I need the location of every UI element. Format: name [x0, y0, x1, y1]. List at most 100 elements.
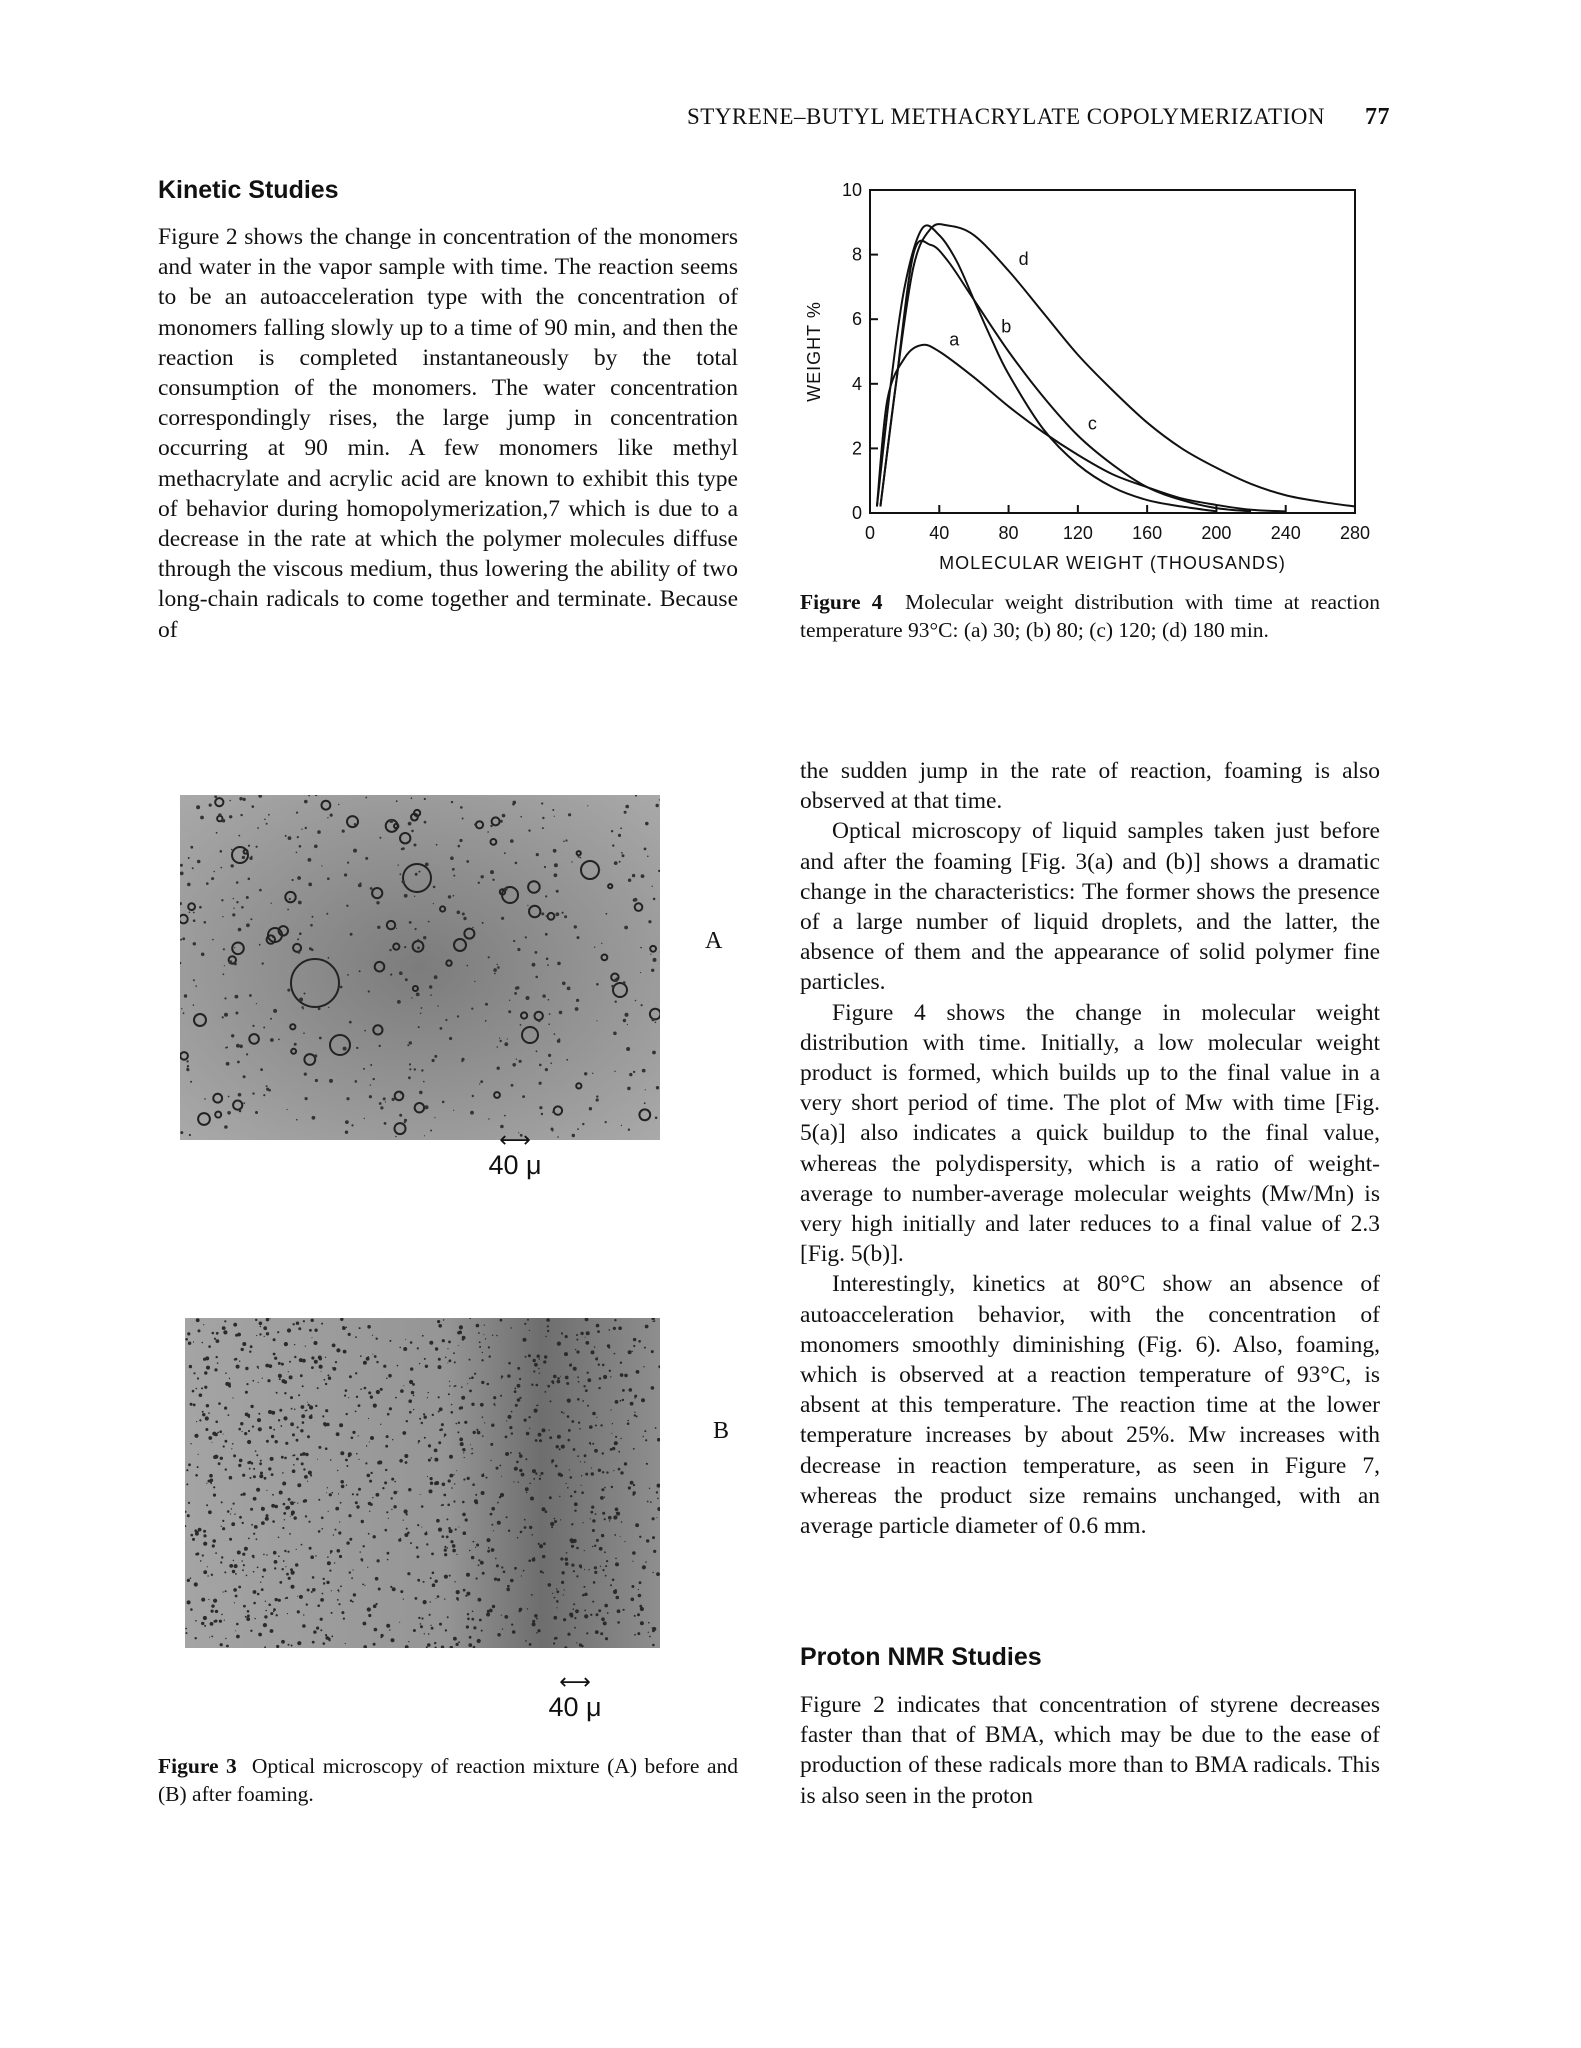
particle [326, 1561, 331, 1566]
particle [623, 1462, 628, 1466]
particle [386, 1551, 390, 1555]
series-label-a: a [949, 330, 960, 350]
particle [547, 998, 550, 1001]
particle [565, 1552, 568, 1554]
particle [296, 1610, 300, 1614]
particle [644, 1324, 649, 1329]
particle [582, 1522, 584, 1524]
particle [499, 1492, 505, 1498]
particle [469, 1444, 471, 1446]
particle [448, 1359, 452, 1363]
particle [461, 1395, 466, 1400]
particle [569, 1476, 573, 1479]
particle [556, 1588, 558, 1590]
scale-bar-a: ⟷ 40 μ [470, 1129, 560, 1181]
particle [282, 1472, 284, 1474]
particle [409, 1379, 414, 1385]
particle [310, 1318, 314, 1322]
particle [363, 1067, 365, 1070]
particle [373, 1355, 377, 1358]
particle [475, 1577, 478, 1580]
particle [283, 1342, 288, 1347]
particle [556, 1039, 561, 1043]
particle [409, 1410, 412, 1414]
particle [622, 1389, 625, 1392]
particle [332, 1534, 335, 1536]
particle [613, 861, 618, 865]
particle [424, 1532, 428, 1536]
particle [187, 1501, 191, 1504]
particle [354, 1501, 358, 1505]
particle [221, 899, 224, 902]
particle [228, 960, 233, 965]
particle [428, 1613, 431, 1616]
particle [430, 1457, 433, 1459]
particle [202, 1615, 207, 1621]
particle [643, 847, 647, 851]
particle [587, 1378, 592, 1383]
particle [236, 1043, 240, 1048]
particle [553, 1517, 556, 1520]
particle [437, 1005, 439, 1007]
particle [270, 1038, 274, 1042]
particle [590, 1350, 595, 1355]
particle [489, 1512, 493, 1516]
particle [652, 1571, 654, 1574]
running-head: STYRENE–BUTYL METHACRYLATE COPOLYMERIZAT… [650, 104, 1390, 140]
particle [194, 1637, 197, 1640]
particle [617, 1467, 621, 1471]
particle [191, 867, 194, 870]
particle [533, 1370, 536, 1373]
particle [390, 1497, 393, 1500]
particle [635, 1415, 638, 1418]
droplet [575, 1082, 583, 1090]
particle [455, 1642, 459, 1646]
particle [417, 938, 420, 941]
particle [301, 1006, 304, 1009]
particle [602, 1511, 606, 1515]
particle [290, 1422, 294, 1427]
x-axis-label: MOLECULAR WEIGHT (THOUSANDS) [939, 553, 1286, 573]
particle [564, 1335, 568, 1339]
particle [246, 1610, 250, 1613]
particle [317, 1604, 320, 1607]
particle [517, 1481, 519, 1483]
particle [362, 1583, 364, 1586]
particle [561, 911, 564, 914]
particle [358, 1458, 360, 1460]
particle [635, 1370, 640, 1374]
particle [195, 1552, 198, 1556]
particle [342, 1617, 345, 1620]
particle [289, 1515, 291, 1517]
particle [201, 1387, 203, 1390]
particle [269, 1318, 271, 1320]
particle [288, 897, 291, 901]
particle [447, 1393, 450, 1396]
particle [274, 1567, 277, 1570]
paragraph: the sudden jump in the rate of reaction,… [800, 758, 1380, 815]
particle [431, 1552, 434, 1556]
particle [246, 1053, 249, 1056]
particle [334, 1361, 338, 1364]
particle [492, 878, 495, 881]
particle [253, 1467, 256, 1470]
droplet [633, 902, 644, 912]
particle [412, 1629, 416, 1632]
particle [419, 1090, 423, 1095]
particle [215, 1355, 218, 1359]
particle [222, 1519, 225, 1522]
particle [264, 1615, 268, 1619]
particle [475, 1323, 480, 1328]
particle [404, 1454, 409, 1458]
particle [514, 1387, 517, 1390]
particle [386, 1412, 390, 1416]
particle [352, 1569, 354, 1571]
particle [585, 1341, 590, 1345]
particle [593, 1566, 597, 1570]
particle [619, 1373, 624, 1377]
droplet [411, 985, 419, 992]
particle [538, 1358, 541, 1360]
particle [490, 1442, 494, 1446]
particle [448, 1380, 451, 1382]
particle [480, 875, 484, 879]
